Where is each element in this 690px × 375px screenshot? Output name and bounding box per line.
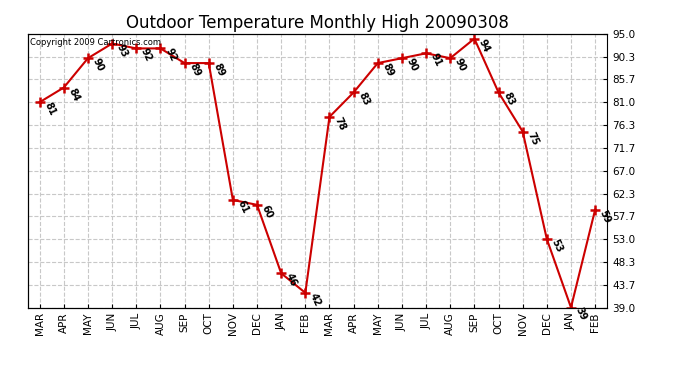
Text: 42: 42 bbox=[308, 291, 323, 308]
Text: 61: 61 bbox=[236, 199, 250, 215]
Text: 94: 94 bbox=[477, 37, 492, 54]
Text: 75: 75 bbox=[526, 130, 540, 147]
Text: 83: 83 bbox=[502, 91, 516, 108]
Text: 83: 83 bbox=[357, 91, 371, 108]
Title: Outdoor Temperature Monthly High 20090308: Outdoor Temperature Monthly High 2009030… bbox=[126, 14, 509, 32]
Text: 93: 93 bbox=[115, 42, 130, 58]
Text: 81: 81 bbox=[43, 101, 57, 117]
Text: 53: 53 bbox=[550, 238, 564, 254]
Text: Copyright 2009 Cartronics.com: Copyright 2009 Cartronics.com bbox=[30, 38, 161, 47]
Text: 92: 92 bbox=[164, 47, 178, 63]
Text: 91: 91 bbox=[429, 52, 444, 68]
Text: 84: 84 bbox=[67, 86, 81, 103]
Text: 92: 92 bbox=[139, 47, 154, 63]
Text: 39: 39 bbox=[574, 306, 589, 322]
Text: 46: 46 bbox=[284, 272, 299, 288]
Text: 59: 59 bbox=[598, 209, 613, 225]
Text: 89: 89 bbox=[188, 62, 202, 78]
Text: 90: 90 bbox=[91, 57, 106, 73]
Text: 90: 90 bbox=[453, 57, 468, 73]
Text: 60: 60 bbox=[260, 204, 275, 220]
Text: 89: 89 bbox=[381, 62, 395, 78]
Text: 89: 89 bbox=[212, 62, 226, 78]
Text: 90: 90 bbox=[405, 57, 420, 73]
Text: 78: 78 bbox=[333, 116, 347, 132]
